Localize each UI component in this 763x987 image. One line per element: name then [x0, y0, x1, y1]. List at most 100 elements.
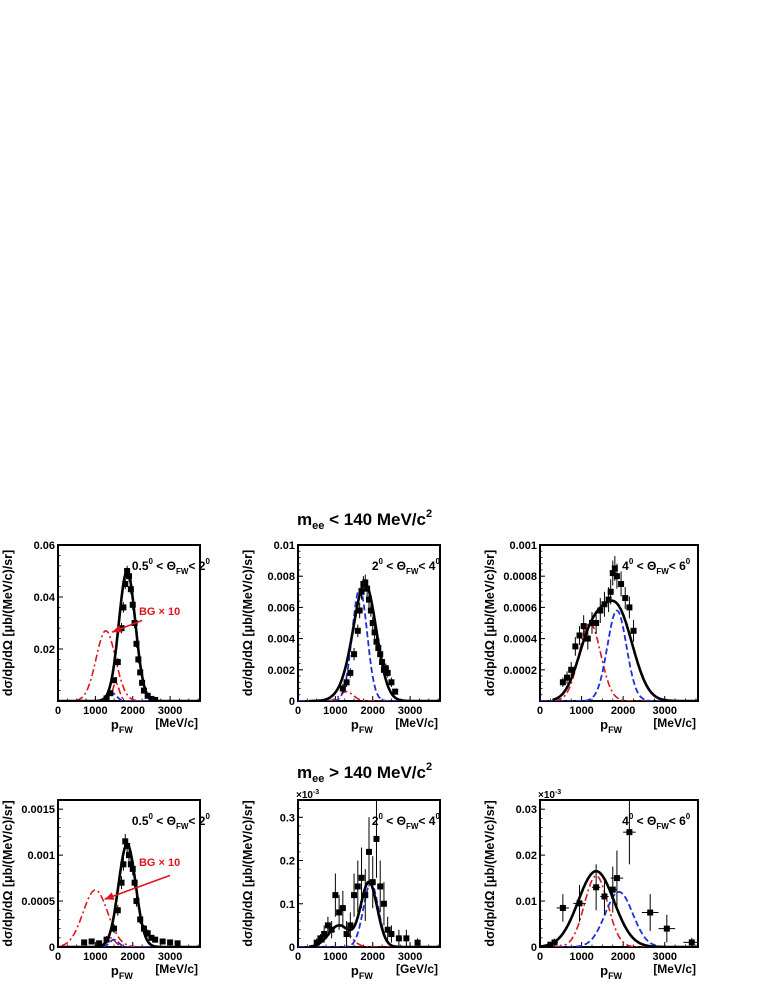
fit-component-b — [58, 682, 200, 701]
data-point — [373, 638, 380, 645]
y-axis-label: dσ/dp/dΩ [μb/(MeV/c)/sr] — [483, 800, 497, 946]
y-tick-label: 0.0005 — [21, 896, 55, 908]
angle-range-label: 20 < ΘFW< 40 — [372, 812, 441, 831]
data-point — [339, 685, 346, 692]
data-point — [356, 607, 363, 614]
data-point — [120, 604, 127, 611]
data-point — [339, 905, 346, 912]
data-point — [148, 695, 155, 701]
data-point — [347, 669, 354, 676]
x-tick-label: 1000 — [569, 951, 593, 963]
data-point — [626, 604, 633, 611]
x-tick-label: 2000 — [120, 705, 144, 717]
data-point — [103, 695, 110, 701]
x-axis-label: pFW — [600, 963, 622, 981]
y-tick-label: 0.0008 — [503, 571, 537, 583]
x-tick-label: 3000 — [652, 951, 676, 963]
x-axis-unit: [MeV/c] — [395, 716, 438, 730]
data-point — [572, 643, 579, 650]
data-point — [392, 688, 399, 695]
x-tick-label: 0 — [55, 951, 61, 963]
x-axis-label: pFW — [600, 717, 622, 735]
data-point — [111, 925, 118, 932]
data-points — [339, 574, 399, 695]
x-tick-label: 3000 — [652, 705, 676, 717]
data-point — [609, 886, 616, 893]
angle-range-label: 0.50 < ΘFW< 20 — [132, 812, 211, 831]
data-point — [114, 659, 121, 665]
data-point — [593, 620, 600, 626]
x-tick-label: 3000 — [158, 705, 182, 717]
x-axis-unit: [MeV/c] — [155, 716, 198, 730]
data-point — [663, 925, 670, 932]
data-point — [601, 601, 608, 608]
y-tick-label: 0.02 — [34, 644, 55, 656]
data-point — [81, 939, 88, 946]
data-point — [358, 874, 365, 881]
data-point — [127, 586, 134, 593]
y-tick-label: 0.02 — [516, 850, 537, 862]
data-point — [384, 926, 391, 933]
data-point — [369, 879, 376, 886]
data-point — [576, 900, 583, 907]
x-tick-label: 0 — [537, 705, 543, 717]
data-point — [114, 907, 121, 914]
data-point — [118, 879, 125, 886]
data-point — [377, 883, 384, 890]
data-point — [559, 679, 566, 686]
data-point — [137, 669, 144, 676]
data-point — [354, 627, 361, 634]
y-tick-label: 0.006 — [267, 602, 295, 614]
x-tick-label: 3000 — [398, 705, 422, 717]
data-point — [597, 607, 604, 614]
fit-component-a — [540, 890, 698, 947]
data-point — [366, 596, 372, 603]
x-tick-label: 2000 — [360, 951, 384, 963]
curves — [540, 869, 698, 947]
data-point — [547, 941, 554, 947]
data-point — [120, 861, 127, 868]
data-point — [371, 629, 378, 636]
angle-range-label: 0.50 < ΘFW< 20 — [132, 557, 211, 576]
x-tick-label: 2000 — [611, 705, 635, 717]
y-tick-label: 0.1 — [280, 899, 295, 911]
data-point — [354, 883, 361, 890]
row-title-bottom: mee > 140 MeV/c2 — [297, 761, 432, 785]
y-tick-label: 0.002 — [267, 665, 295, 677]
curves — [298, 582, 440, 701]
data-point — [133, 898, 140, 905]
data-points — [81, 833, 181, 947]
data-point — [593, 884, 600, 891]
data-point — [613, 875, 620, 882]
data-point — [605, 596, 612, 603]
x-tick-label: 0 — [537, 951, 543, 963]
fit-total — [540, 869, 698, 947]
y-tick-label: 0.01 — [516, 896, 537, 908]
data-point — [167, 939, 174, 946]
data-point — [607, 588, 614, 595]
data-point — [576, 632, 583, 639]
data-point — [107, 690, 114, 697]
fit-total — [309, 582, 440, 701]
x-tick-label: 0 — [295, 951, 301, 963]
plot-frame — [297, 799, 441, 948]
data-point — [551, 939, 558, 946]
bg-scale-label: BG × 10 — [139, 857, 180, 869]
x-axis-unit: [MeV/c] — [155, 962, 198, 976]
data-point — [122, 581, 129, 587]
data-point — [377, 651, 384, 658]
y-tick-label: 0.0002 — [503, 665, 537, 677]
angle-range-label: 20 < ΘFW< 40 — [372, 557, 441, 576]
y-tick-label: 0 — [289, 942, 295, 954]
data-point — [103, 936, 110, 943]
x-axis-label: pFW — [351, 963, 373, 981]
data-points — [103, 565, 159, 701]
y-tick-label: 0 — [289, 696, 295, 708]
data-point — [384, 669, 391, 676]
data-point — [126, 573, 132, 580]
x-tick-label: 1000 — [323, 951, 347, 963]
data-point — [380, 900, 387, 907]
data-point — [373, 835, 380, 842]
panel-p3: 0 1000 2000 3000 0.0002 0.0004 0.0006 0.0008 0.0… — [483, 540, 699, 735]
x-tick-label: 1000 — [83, 705, 107, 717]
